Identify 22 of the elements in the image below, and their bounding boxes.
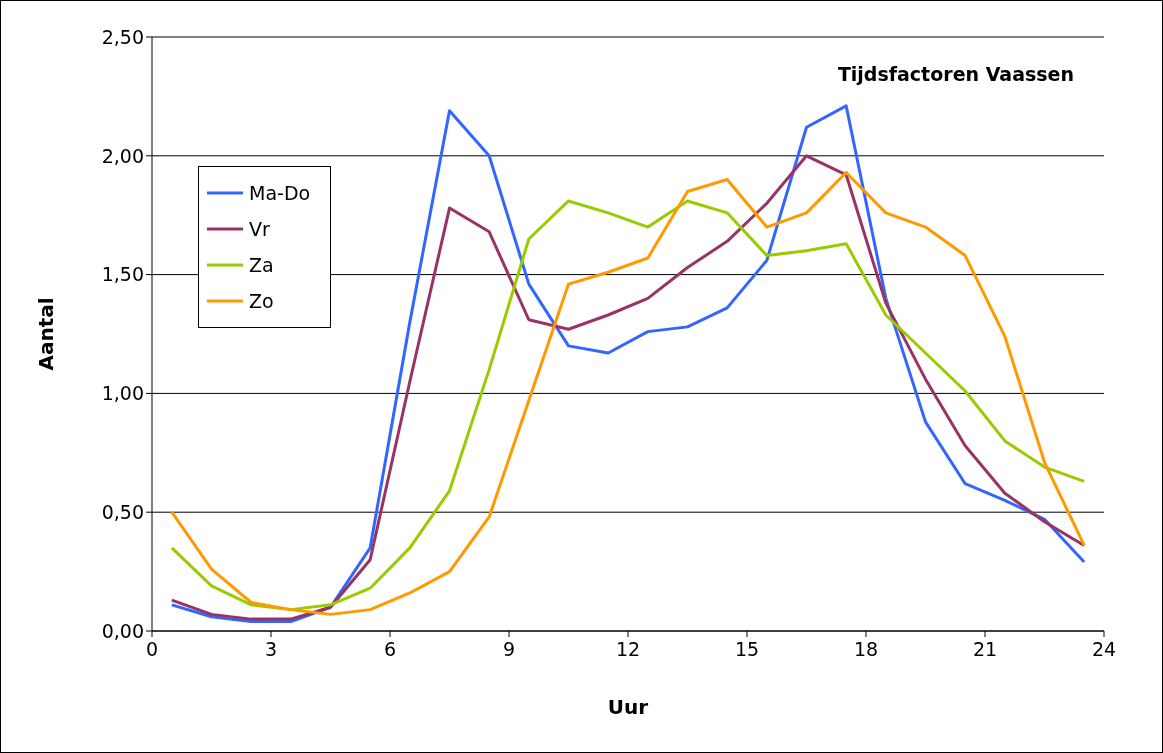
y-tick-label: 0,50: [101, 500, 144, 523]
legend-label: Zo: [249, 290, 274, 312]
x-tick-label: 21: [972, 638, 998, 661]
legend-label: Ma-Do: [249, 182, 311, 204]
y-tick-label: 1,50: [101, 263, 144, 286]
y-tick-label: 1,00: [101, 382, 144, 405]
x-tick-label: 0: [145, 638, 159, 661]
y-axis-title: Aantal: [34, 297, 59, 371]
legend-label: Za: [249, 254, 274, 276]
x-tick-label: 24: [1091, 638, 1117, 661]
legend-label: Vr: [249, 218, 270, 240]
y-tick-label: 2,00: [101, 144, 144, 167]
y-tick-label: 2,50: [101, 25, 144, 48]
y-tick-label: 0,00: [101, 619, 144, 642]
text: Tijdsfactoren Vaassen: [837, 63, 1074, 85]
x-tick-label: 12: [615, 638, 641, 661]
x-tick-label: 6: [383, 638, 397, 661]
x-tick-label: 9: [502, 638, 516, 661]
x-tick-label: 3: [264, 638, 278, 661]
x-tick-label: 18: [853, 638, 879, 661]
x-axis-title: Uur: [607, 695, 649, 720]
x-tick-label: 15: [734, 638, 760, 661]
